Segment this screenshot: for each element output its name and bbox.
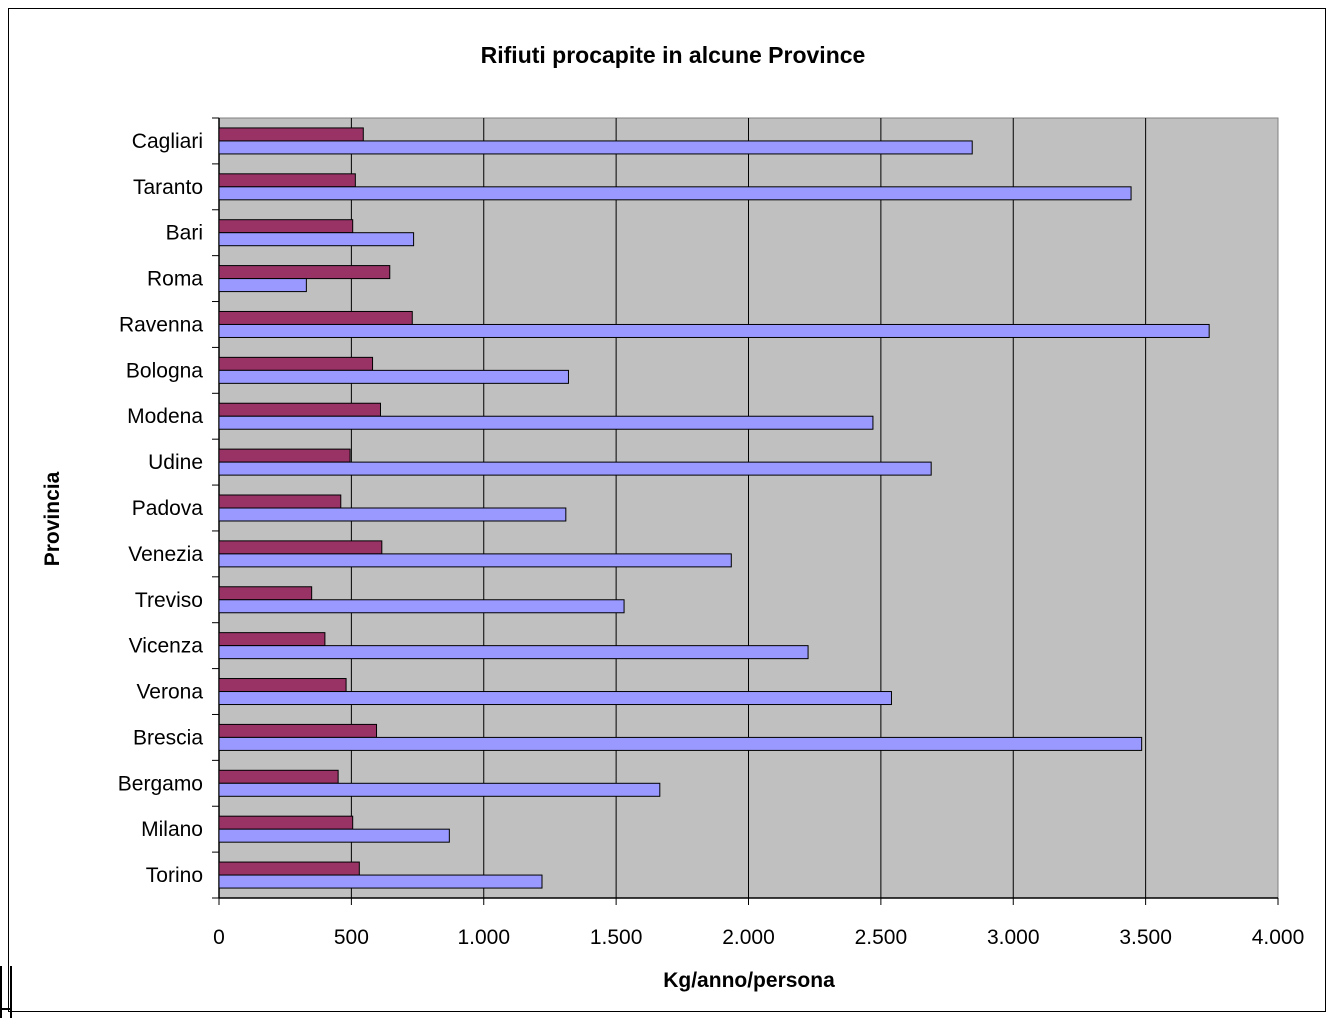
y-tick-label: Ravenna [119,313,203,336]
x-axis-title: Kg/anno/persona [663,969,835,992]
bar [218,874,543,889]
bar [218,691,892,706]
y-tick-label: Torino [146,864,203,887]
y-tick-label: Vicenza [129,635,204,658]
bar [218,769,339,784]
y-tick-label: Milano [141,818,203,841]
y-tick-label: Verona [136,681,203,704]
bar [218,599,625,614]
chart-title: Rifiuti procapite in alcune Province [481,42,866,68]
x-tick-label: 3.000 [987,926,1040,949]
y-tick-label: Venezia [128,543,203,566]
x-tick-label: 3.500 [1119,926,1172,949]
bar [218,219,354,234]
x-tick-label: 0 [213,926,225,949]
bar [218,140,973,155]
bar [218,645,809,660]
x-tick-label: 2.500 [855,926,908,949]
bar [218,678,347,693]
bar [218,310,413,325]
bar [218,415,874,430]
x-tick-label: 4.000 [1252,926,1305,949]
bar [218,507,567,522]
y-tick-label: Modena [127,405,203,428]
x-tick-label: 1.500 [590,926,643,949]
y-tick-label: Roma [147,268,203,291]
bar [218,461,932,476]
y-tick-label: Bergamo [118,772,203,795]
page-edge-mark [0,966,12,1018]
bar [218,173,356,188]
bar [218,815,354,830]
y-tick-label: Brescia [133,726,203,749]
plot-area: 0 500 1.000 1.500 2.000 2.500 3.000 3.500 4.000 C… [118,117,1305,949]
y-tick-label: Bologna [126,359,203,382]
bar [218,632,326,647]
bar [218,723,378,738]
y-axis-title: Provincia [41,471,64,566]
bar [218,448,351,463]
chart-svg: Rifiuti procapite in alcune Province Pro… [41,42,1305,992]
y-tick-label: Treviso [135,589,203,612]
bar [218,278,307,293]
bar [218,369,569,384]
bar [218,356,374,371]
bar [218,782,661,797]
y-tick-label: Bari [166,222,203,245]
y-tick-label: Taranto [133,176,203,199]
chart-frame: Rifiuti procapite in alcune Province Pro… [8,8,1326,1012]
x-tick-label: 1.000 [457,926,510,949]
bar [218,736,1143,751]
bar [218,553,732,568]
x-tick-label: 500 [334,926,369,949]
y-tick-label: Cagliari [132,130,203,153]
bar [218,186,1132,201]
y-tick-label: Padova [132,497,204,520]
bar [218,402,381,417]
bar [218,265,391,280]
bar [218,586,313,601]
x-tick-label: 2.000 [722,926,775,949]
bar [218,494,342,509]
bar [218,828,450,843]
bar [218,540,383,555]
bar [218,323,1210,338]
bar [218,861,360,876]
bar [218,232,415,247]
bar [218,127,364,142]
y-tick-label: Udine [148,451,203,474]
